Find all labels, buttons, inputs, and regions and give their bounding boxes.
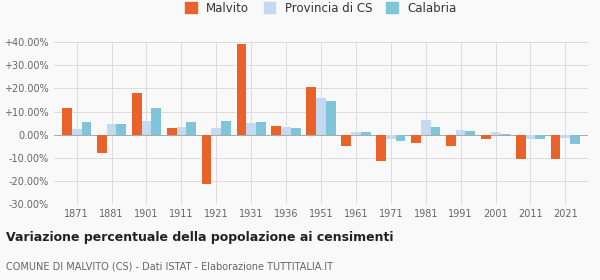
Bar xyxy=(431,127,440,135)
Bar xyxy=(132,93,142,135)
Bar xyxy=(291,128,301,135)
Bar xyxy=(560,135,570,138)
Bar xyxy=(256,122,266,135)
Bar xyxy=(421,120,431,135)
Bar xyxy=(446,135,456,146)
Bar xyxy=(107,124,116,135)
Bar xyxy=(395,135,406,141)
Bar xyxy=(202,135,211,183)
Bar xyxy=(271,125,281,135)
Bar xyxy=(116,124,126,135)
Bar xyxy=(236,44,247,135)
Bar xyxy=(326,101,335,135)
Bar xyxy=(167,128,176,135)
Bar xyxy=(570,135,580,144)
Bar xyxy=(247,123,256,135)
Bar xyxy=(516,135,526,159)
Bar xyxy=(351,132,361,135)
Bar xyxy=(466,131,475,135)
Bar xyxy=(142,121,151,135)
Bar xyxy=(186,122,196,135)
Bar xyxy=(82,122,91,135)
Bar xyxy=(456,130,466,135)
Bar xyxy=(72,129,82,135)
Bar xyxy=(376,135,386,162)
Bar xyxy=(491,132,500,135)
Legend: Malvito, Provincia di CS, Calabria: Malvito, Provincia di CS, Calabria xyxy=(183,0,459,17)
Bar xyxy=(307,87,316,135)
Bar xyxy=(341,135,351,146)
Bar xyxy=(221,121,231,135)
Bar xyxy=(211,128,221,135)
Text: COMUNE DI MALVITO (CS) - Dati ISTAT - Elaborazione TUTTITALIA.IT: COMUNE DI MALVITO (CS) - Dati ISTAT - El… xyxy=(6,262,333,272)
Bar xyxy=(481,135,491,139)
Bar xyxy=(361,132,371,135)
Bar xyxy=(551,135,560,159)
Bar xyxy=(526,135,535,139)
Bar xyxy=(411,135,421,143)
Bar xyxy=(62,108,72,135)
Bar xyxy=(281,127,291,135)
Text: Variazione percentuale della popolazione ai censimenti: Variazione percentuale della popolazione… xyxy=(6,231,394,244)
Bar xyxy=(151,108,161,135)
Bar xyxy=(97,135,107,153)
Bar xyxy=(386,135,395,139)
Bar xyxy=(500,134,510,135)
Bar xyxy=(316,98,326,135)
Bar xyxy=(176,127,186,135)
Bar xyxy=(535,135,545,139)
